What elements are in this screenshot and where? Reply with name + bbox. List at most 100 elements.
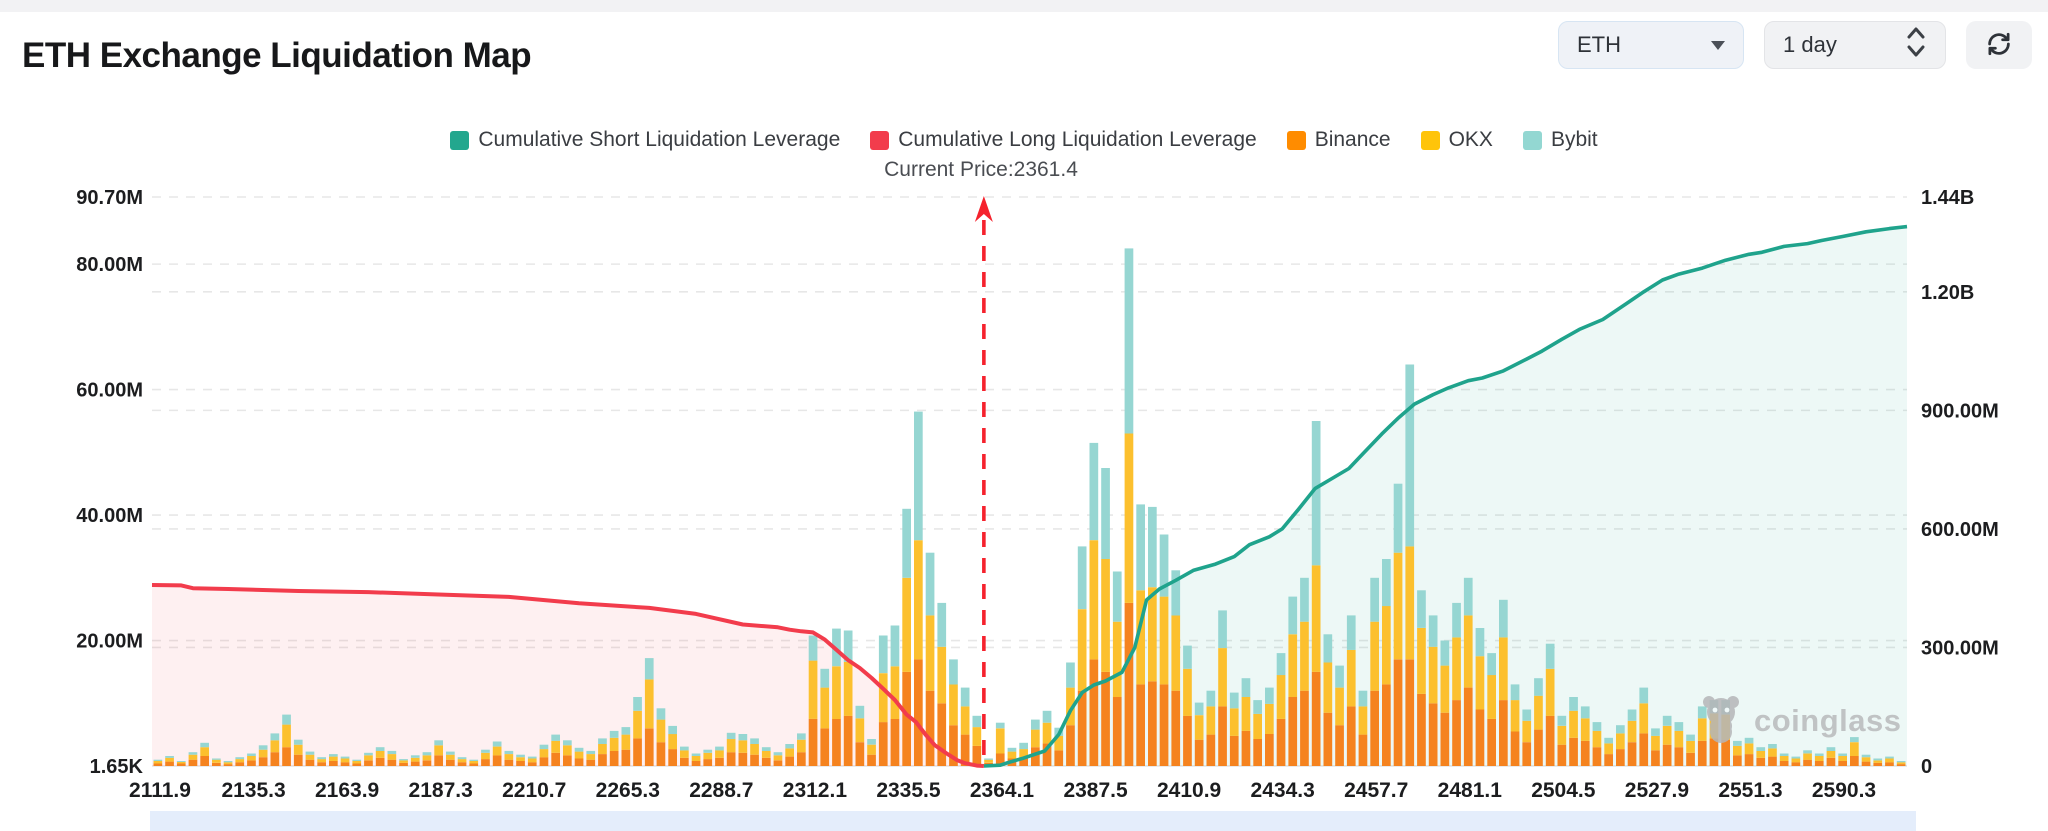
binance-bar[interactable] xyxy=(1428,703,1438,766)
okx-bar[interactable] xyxy=(1499,637,1508,701)
okx-bar[interactable] xyxy=(1674,730,1684,748)
okx-bar[interactable] xyxy=(1042,722,1052,744)
bybit-bar[interactable] xyxy=(1463,577,1473,616)
bybit-bar[interactable] xyxy=(1662,715,1672,726)
okx-bar[interactable] xyxy=(726,739,736,753)
okx-bar[interactable] xyxy=(668,734,677,750)
okx-bar[interactable] xyxy=(1651,735,1660,751)
bybit-bar[interactable] xyxy=(1346,615,1356,650)
okx-bar[interactable] xyxy=(1136,590,1145,685)
bybit-bar[interactable] xyxy=(1358,690,1368,707)
bybit-bar[interactable] xyxy=(1522,709,1532,721)
bybit-bar[interactable] xyxy=(305,751,315,755)
okx-bar[interactable] xyxy=(633,710,642,739)
okx-bar[interactable] xyxy=(1054,735,1064,751)
bybit-bar[interactable] xyxy=(1335,665,1344,688)
bybit-bar[interactable] xyxy=(1814,753,1824,757)
bybit-bar[interactable] xyxy=(481,749,490,753)
okx-bar[interactable] xyxy=(1335,687,1344,726)
okx-bar[interactable] xyxy=(1171,615,1181,691)
binance-bar[interactable] xyxy=(902,671,911,766)
bybit-bar[interactable] xyxy=(1768,744,1777,749)
binance-bar[interactable] xyxy=(656,742,666,766)
okx-bar[interactable] xyxy=(551,740,560,753)
binance-bar[interactable] xyxy=(1499,700,1508,766)
okx-bar[interactable] xyxy=(188,754,198,760)
okx-bar[interactable] xyxy=(247,756,256,761)
binance-bar[interactable] xyxy=(1265,734,1274,766)
binance-bar[interactable] xyxy=(1733,755,1742,766)
okx-bar[interactable] xyxy=(1569,710,1578,738)
binance-bar[interactable] xyxy=(1814,761,1824,766)
bybit-bar[interactable] xyxy=(1534,678,1543,696)
okx-bar[interactable] xyxy=(352,761,362,764)
binance-bar[interactable] xyxy=(165,761,174,766)
binance-bar[interactable] xyxy=(1206,734,1216,766)
bybit-bar[interactable] xyxy=(680,746,689,751)
okx-bar[interactable] xyxy=(235,759,245,763)
legend-item-0[interactable]: Cumulative Short Liquidation Leverage xyxy=(450,128,840,152)
bybit-bar[interactable] xyxy=(1265,687,1274,704)
legend-item-2[interactable]: Binance xyxy=(1286,128,1391,152)
binance-bar[interactable] xyxy=(317,762,326,766)
binance-bar[interactable] xyxy=(1077,690,1087,766)
binance-bar[interactable] xyxy=(890,718,900,766)
binance-bar[interactable] xyxy=(1616,749,1625,766)
binance-bar[interactable] xyxy=(1393,659,1403,766)
bybit-bar[interactable] xyxy=(1089,442,1099,541)
okx-bar[interactable] xyxy=(797,739,806,753)
binance-bar[interactable] xyxy=(1358,734,1368,766)
legend-item-3[interactable]: OKX xyxy=(1420,128,1493,152)
bybit-bar[interactable] xyxy=(551,734,560,741)
binance-bar[interactable] xyxy=(212,762,221,766)
scrollbar-track[interactable] xyxy=(150,811,1916,831)
bybit-bar[interactable] xyxy=(1148,506,1157,588)
binance-bar[interactable] xyxy=(410,761,420,766)
binance-bar[interactable] xyxy=(176,763,186,767)
okx-bar[interactable] xyxy=(1662,725,1672,745)
okx-bar[interactable] xyxy=(1183,668,1192,716)
binance-bar[interactable] xyxy=(247,760,256,766)
binance-bar[interactable] xyxy=(1639,733,1649,766)
binance-bar[interactable] xyxy=(387,759,397,766)
binance-bar[interactable] xyxy=(551,752,560,766)
okx-bar[interactable] xyxy=(808,660,818,719)
bybit-bar[interactable] xyxy=(855,705,865,719)
okx-bar[interactable] xyxy=(434,745,443,756)
bybit-bar[interactable] xyxy=(410,755,420,758)
okx-bar[interactable] xyxy=(656,719,666,743)
okx-bar[interactable] xyxy=(890,666,900,719)
binance-bar[interactable] xyxy=(1405,659,1415,766)
okx-bar[interactable] xyxy=(1311,565,1321,672)
okx-bar[interactable] xyxy=(867,744,876,755)
okx-bar[interactable] xyxy=(972,727,982,746)
okx-bar[interactable] xyxy=(1346,649,1356,707)
interval-select[interactable]: 1 day xyxy=(1764,21,1946,69)
bybit-bar[interactable] xyxy=(785,744,794,749)
binance-bar[interactable] xyxy=(1370,690,1379,766)
okx-bar[interactable] xyxy=(399,760,408,763)
bybit-bar[interactable] xyxy=(808,635,818,661)
binance-bar[interactable] xyxy=(223,764,233,766)
binance-bar[interactable] xyxy=(855,742,865,766)
okx-bar[interactable] xyxy=(563,745,572,756)
bybit-bar[interactable] xyxy=(925,552,935,616)
refresh-button[interactable] xyxy=(1966,21,2032,69)
bybit-bar[interactable] xyxy=(1744,737,1754,744)
okx-bar[interactable] xyxy=(329,756,338,761)
okx-bar[interactable] xyxy=(1019,749,1028,758)
okx-bar[interactable] xyxy=(1733,745,1742,756)
okx-bar[interactable] xyxy=(1276,675,1286,719)
okx-bar[interactable] xyxy=(995,728,1005,754)
bybit-bar[interactable] xyxy=(995,722,1005,729)
bybit-bar[interactable] xyxy=(972,715,982,728)
okx-bar[interactable] xyxy=(492,746,502,756)
okx-bar[interactable] xyxy=(1580,718,1590,741)
okx-bar[interactable] xyxy=(1756,750,1766,758)
okx-bar[interactable] xyxy=(1229,708,1239,736)
bybit-bar[interactable] xyxy=(1779,753,1789,757)
binance-bar[interactable] xyxy=(1487,718,1496,766)
okx-bar[interactable] xyxy=(1194,715,1204,740)
bybit-bar[interactable] xyxy=(270,733,280,741)
okx-bar[interactable] xyxy=(258,749,268,758)
